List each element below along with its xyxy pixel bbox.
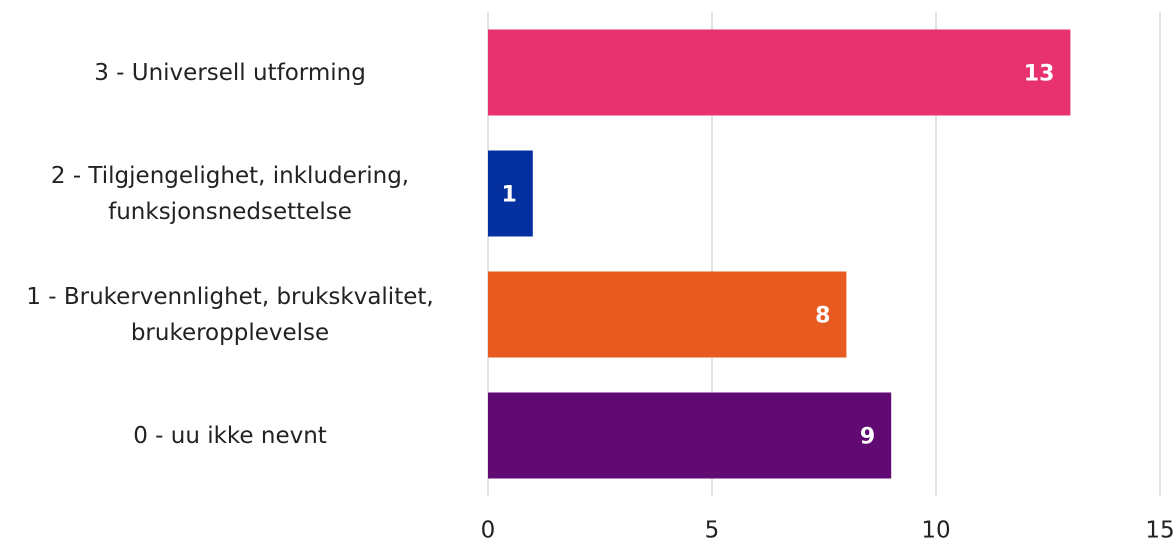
y-tick-label: 2 - Tilgjengelighet, inkludering, funksj… [50,162,410,225]
x-tick-label: 15 [1145,518,1174,544]
y-tick-label: 1 - Brukervennlighet, brukskvalitet, bru… [26,283,434,346]
y-tick-label: 0 - uu ikke nevnt [133,422,327,449]
bar [488,29,1071,116]
bar [488,271,847,358]
value-label: 13 [1024,62,1055,87]
bar [488,392,892,479]
value-label: 1 [501,183,516,208]
x-tick-label: 10 [921,518,950,544]
x-tick-label: 0 [481,518,496,544]
y-tick-label: 3 - Universell utforming [94,59,366,86]
value-label: 8 [815,304,830,329]
value-label: 9 [860,425,875,450]
bar [488,150,533,237]
x-tick-label: 5 [705,518,720,544]
